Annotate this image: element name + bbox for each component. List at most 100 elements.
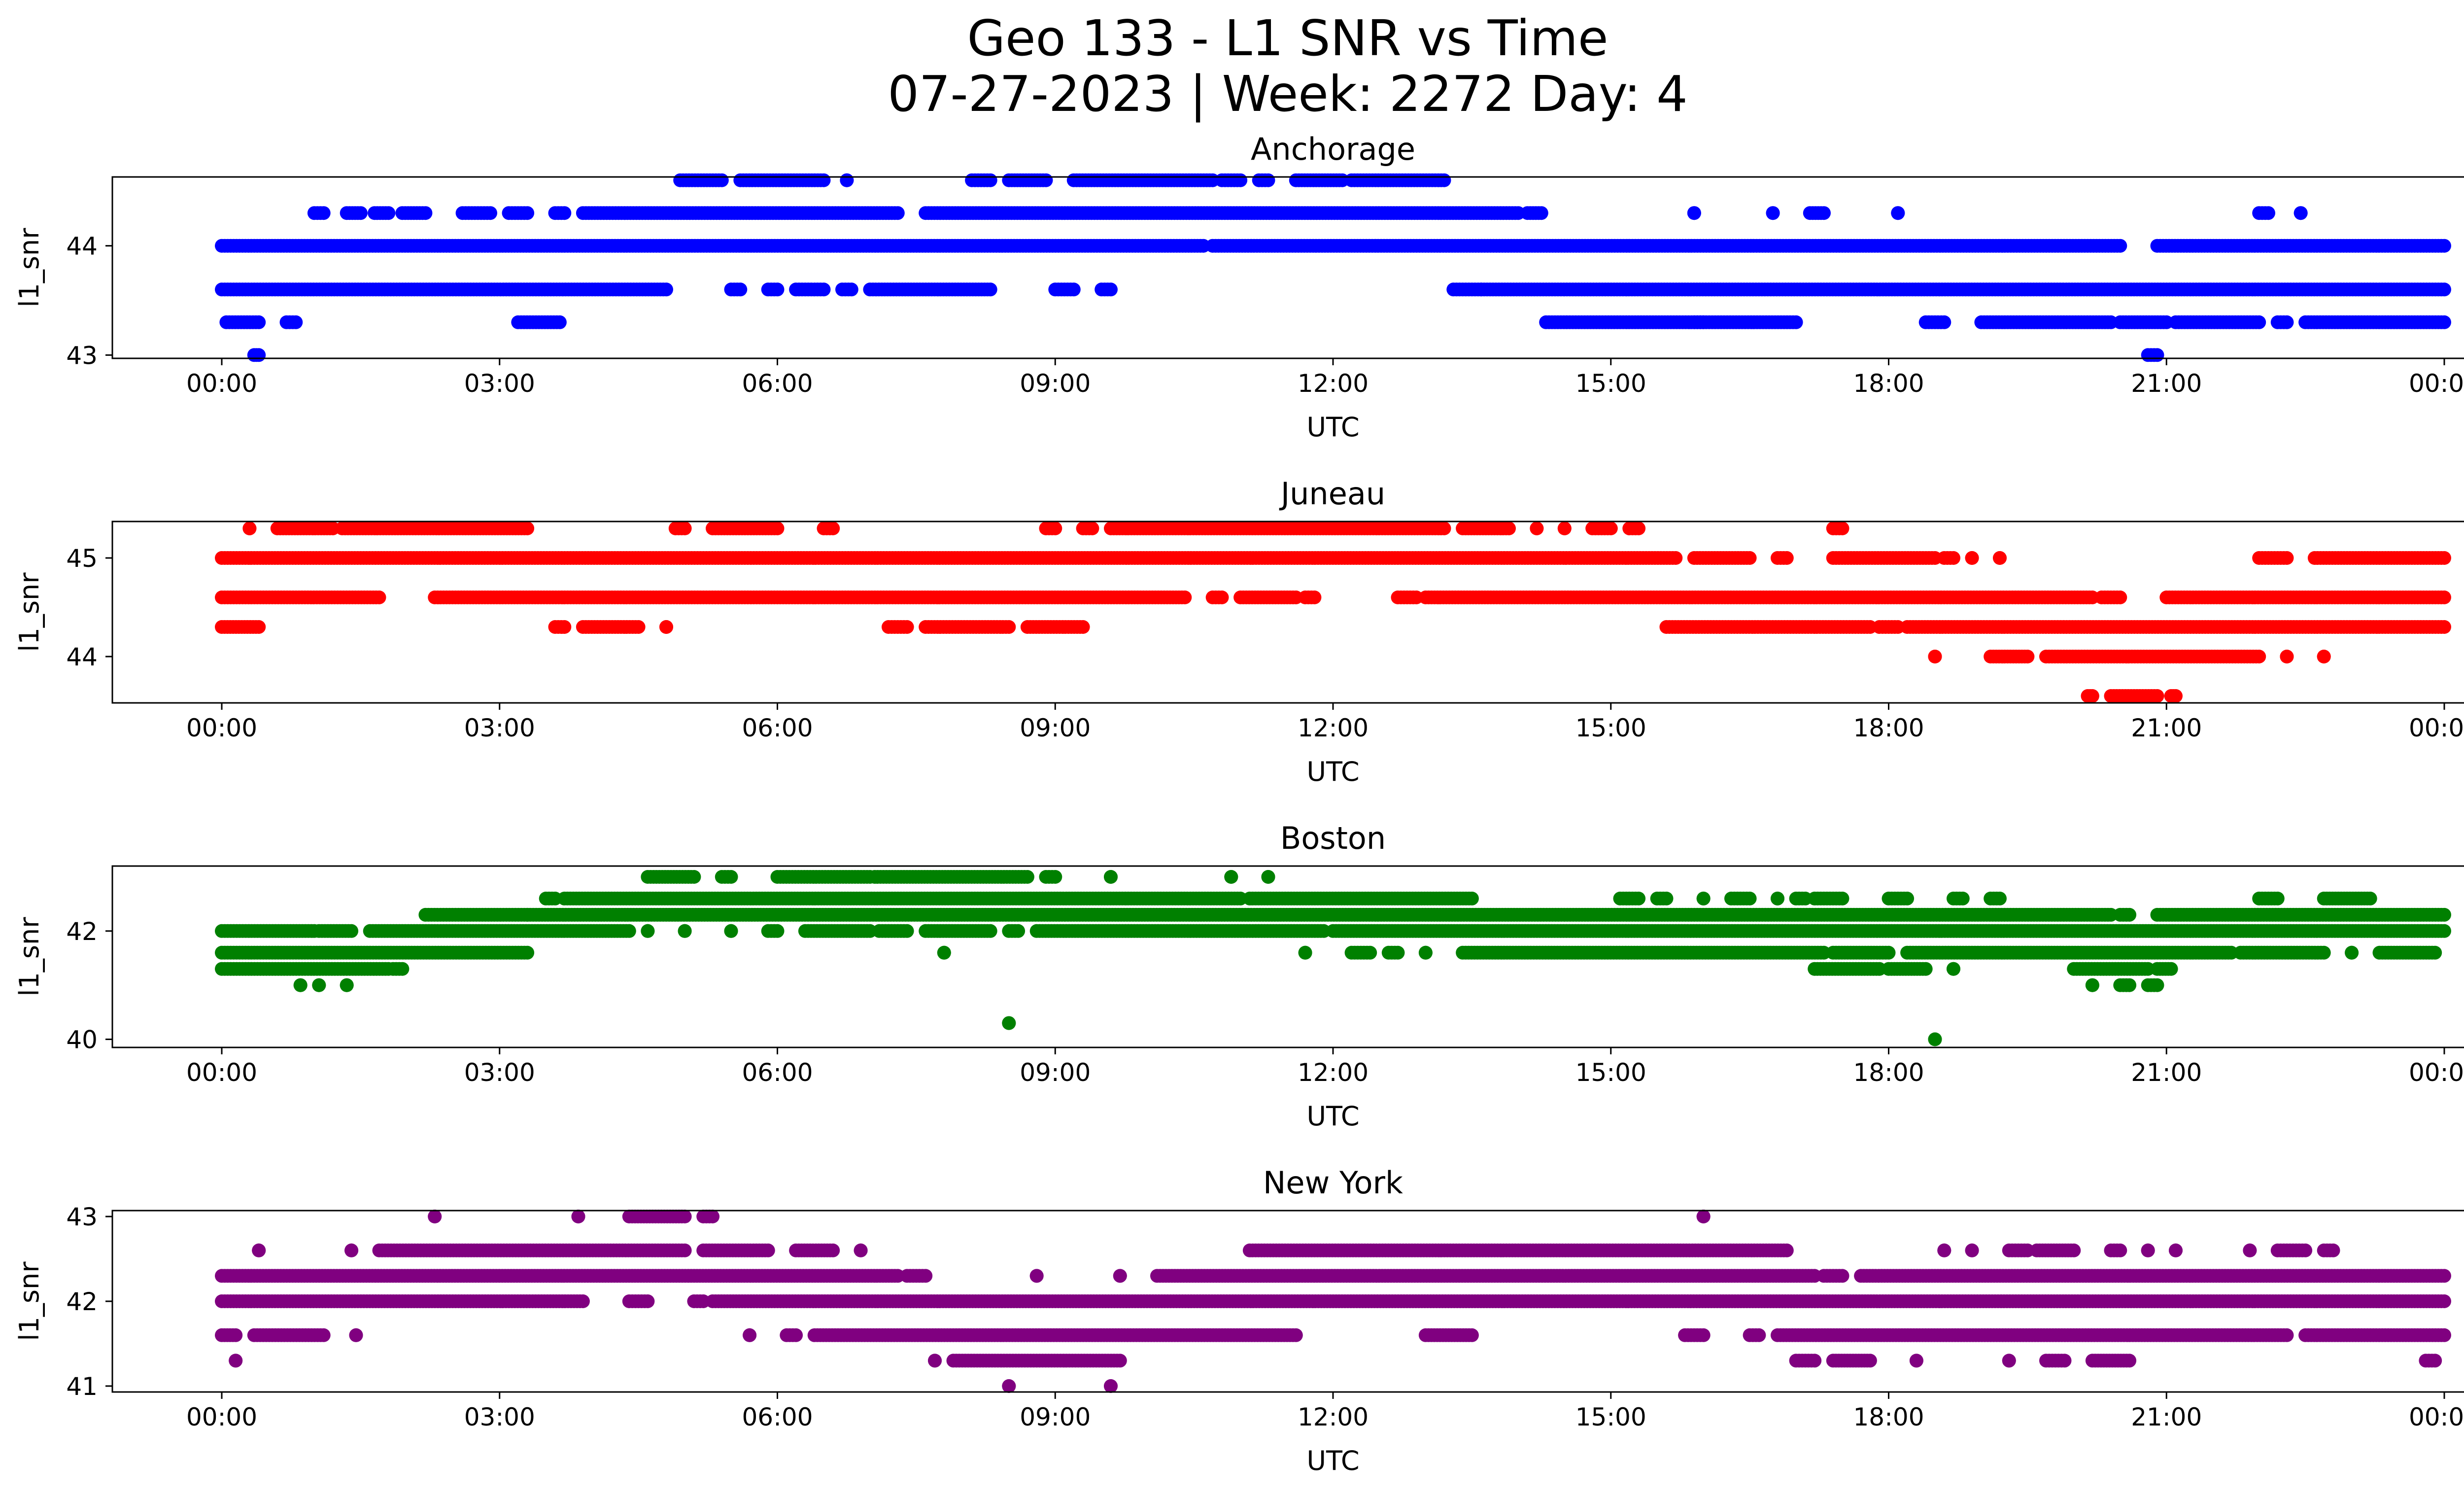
x-tick-label: 12:00 xyxy=(1298,714,1369,742)
data-point xyxy=(2428,945,2442,960)
data-point xyxy=(2113,239,2127,253)
data-point xyxy=(242,522,257,535)
data-point xyxy=(1937,315,1951,329)
x-tick-label: 15:00 xyxy=(1575,369,1646,398)
data-point xyxy=(1882,945,1896,960)
y-axis-label: l1_snr xyxy=(14,228,45,308)
data-point xyxy=(844,282,858,297)
data-point xyxy=(2252,650,2266,663)
data-points xyxy=(215,173,2451,362)
data-point xyxy=(353,206,368,220)
data-point xyxy=(520,206,535,220)
x-axis-ticks: 00:00 03:00 06:00 09:00 12:00 15:00 18:00 21:00… xyxy=(186,358,2464,398)
data-point xyxy=(2113,591,2127,604)
data-point xyxy=(2437,282,2451,297)
subplot-title: Juneau xyxy=(1279,476,1385,512)
data-point xyxy=(1632,522,1646,535)
y-tick-label: 43 xyxy=(66,341,98,370)
data-point xyxy=(900,620,914,634)
data-point xyxy=(483,206,497,220)
data-points xyxy=(215,522,2451,703)
data-point xyxy=(2252,315,2266,329)
data-point xyxy=(1687,206,1701,220)
data-point xyxy=(395,962,410,976)
data-point xyxy=(1766,206,1780,220)
data-point xyxy=(520,945,535,960)
data-point xyxy=(1233,173,1248,187)
data-point xyxy=(1066,282,1081,297)
x-tick-label: 12:00 xyxy=(1298,369,1369,398)
data-point xyxy=(983,282,997,297)
data-point xyxy=(631,620,646,634)
data-point xyxy=(817,173,831,187)
data-point xyxy=(2437,620,2451,634)
data-point xyxy=(2261,206,2275,220)
x-axis-label: UTC xyxy=(1306,756,1359,787)
data-point xyxy=(520,522,535,535)
data-point xyxy=(1002,620,1016,634)
data-point xyxy=(2293,206,2308,220)
data-point xyxy=(340,978,354,992)
data-point xyxy=(2437,239,2451,253)
data-point xyxy=(289,315,303,329)
x-tick-label: 00:00 xyxy=(186,369,257,398)
data-point xyxy=(2150,978,2164,992)
data-point xyxy=(381,206,396,220)
data-point xyxy=(316,206,331,220)
data-point xyxy=(1437,173,1451,187)
data-point xyxy=(344,924,359,938)
figure-title-line-1: Geo 133 - L1 SNR vs Time xyxy=(967,9,1608,67)
x-tick-label: 06:00 xyxy=(742,369,813,398)
x-tick-label: 00:00 xyxy=(2409,369,2464,398)
data-point xyxy=(2169,689,2183,703)
data-point xyxy=(2164,962,2178,976)
y-tick-label: 45 xyxy=(66,544,98,573)
data-point xyxy=(2150,348,2164,362)
subplot-boston: Boston 00:00 03:00 06:00 09:00 12:00 15:00 18:… xyxy=(14,820,2464,1132)
data-point xyxy=(1085,522,1099,535)
data-point xyxy=(1928,1032,1942,1046)
data-point xyxy=(557,206,572,220)
data-point xyxy=(2317,945,2331,960)
data-point xyxy=(1002,1016,1016,1030)
data-point xyxy=(2085,689,2099,703)
data-point xyxy=(312,978,326,992)
data-point xyxy=(2437,591,2451,604)
subplot-title: Anchorage xyxy=(1251,131,1415,167)
data-point xyxy=(1669,551,1683,565)
subplot-title: Boston xyxy=(1280,820,1386,856)
data-point xyxy=(252,315,266,329)
x-tick-label: 03:00 xyxy=(464,369,535,398)
data-point xyxy=(770,282,785,297)
data-point xyxy=(1947,551,1960,565)
x-tick-label: 09:00 xyxy=(1020,714,1091,742)
data-point xyxy=(2280,315,2294,329)
data-point xyxy=(641,924,655,938)
data-point xyxy=(1076,620,1090,634)
data-point xyxy=(1817,206,1831,220)
data-point xyxy=(1534,206,1548,220)
data-points xyxy=(215,870,2451,1046)
data-point xyxy=(659,620,673,634)
y-axis-label: l1_snr xyxy=(14,572,45,652)
data-point xyxy=(770,924,785,938)
data-point xyxy=(252,348,266,362)
data-point xyxy=(715,173,729,187)
data-point xyxy=(1789,315,1803,329)
data-point xyxy=(1039,173,1053,187)
data-point xyxy=(622,924,636,938)
x-tick-label: 15:00 xyxy=(1575,714,1646,742)
data-point xyxy=(418,206,433,220)
x-tick-label: 21:00 xyxy=(2131,714,2202,742)
data-point xyxy=(900,924,914,938)
data-point xyxy=(2345,945,2359,960)
data-point xyxy=(293,978,308,992)
subplot-anchorage: Anchorage 00:00 03:00 06:00 09:00 12:00 15:00… xyxy=(14,131,2464,443)
data-point xyxy=(659,282,673,297)
data-point xyxy=(552,315,567,329)
y-tick-label: 44 xyxy=(66,232,98,261)
data-point xyxy=(252,620,266,634)
data-point xyxy=(2280,650,2294,663)
data-point xyxy=(372,591,386,604)
data-point xyxy=(1215,591,1229,604)
